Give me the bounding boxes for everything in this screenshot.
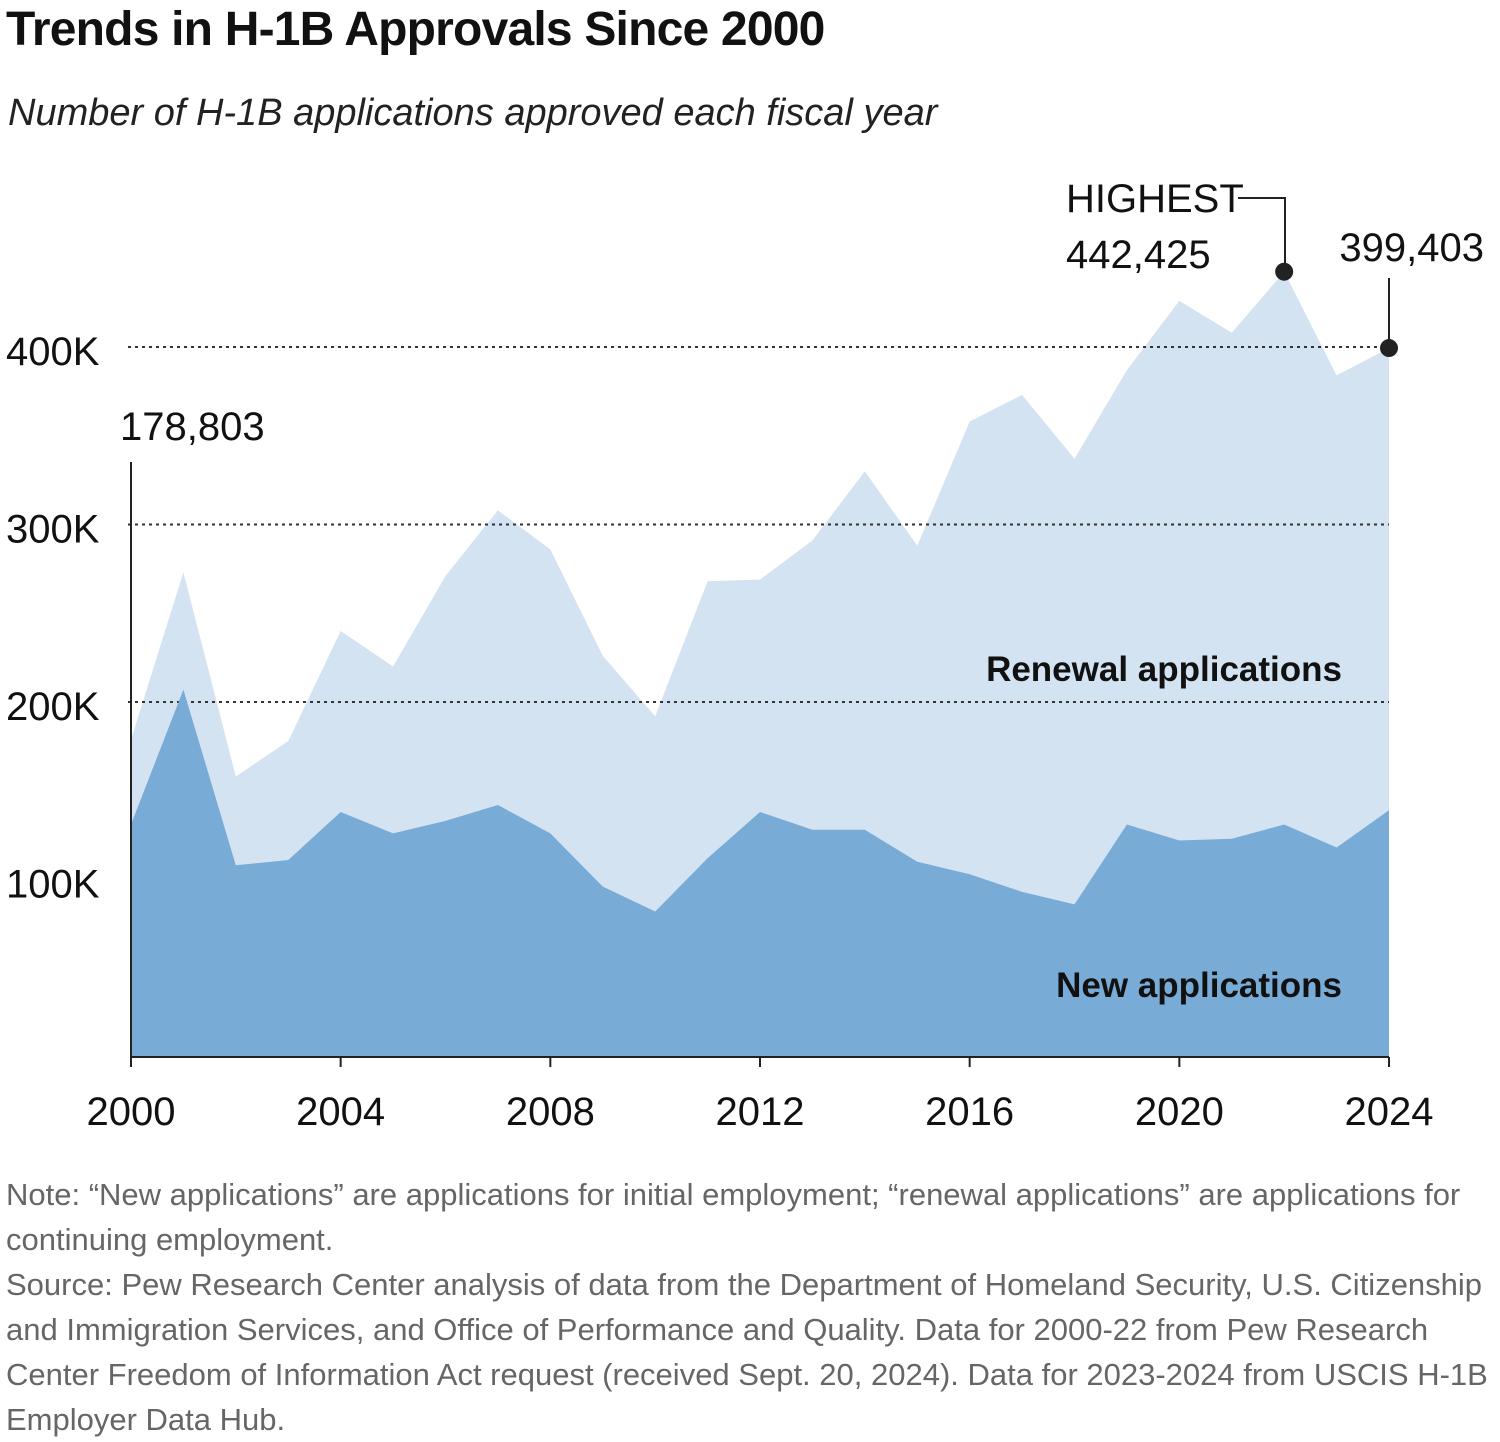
x-tick-label-2008: 2008: [506, 1090, 595, 1134]
source-text: Source: Pew Research Center analysis of …: [6, 1267, 1488, 1437]
highest-value-label: 442,425: [1066, 233, 1211, 277]
chart-subtitle: Number of H-1B applications approved eac…: [8, 92, 938, 134]
x-tick-label-2020: 2020: [1135, 1090, 1224, 1134]
x-tick-label-2024: 2024: [1345, 1090, 1434, 1134]
x-tick-label-2000: 2000: [87, 1090, 176, 1134]
start-value-label: 178,803: [120, 405, 265, 449]
x-tick-label-2004: 2004: [296, 1090, 385, 1134]
end-value-label: 399,403: [1339, 226, 1484, 270]
y-tick-label-100K: 100K: [6, 863, 100, 907]
chart-area: 2000 2004 2008 2012 2016 2020 2024 100K 200K 300K…: [6, 177, 1484, 1134]
note-text: Note: “New applications” are application…: [6, 1177, 1461, 1257]
label-renewal-applications: Renewal applications: [986, 650, 1342, 689]
new-applications-area: [131, 689, 1389, 1057]
highest-label: HIGHEST: [1066, 177, 1244, 221]
highest-point-marker: [1275, 262, 1294, 281]
label-new-applications: New applications: [1056, 966, 1342, 1005]
footnotes: Note: “New applications” are application…: [6, 1172, 1494, 1442]
x-tick-label-2016: 2016: [925, 1090, 1014, 1134]
end-point-marker: [1380, 339, 1398, 358]
highest-leader-line: [1238, 197, 1286, 272]
x-tick-label-2012: 2012: [716, 1090, 805, 1134]
chart-title: Trends in H-1B Approvals Since 2000: [6, 3, 825, 56]
y-tick-label-400K: 400K: [6, 330, 100, 374]
y-tick-label-200K: 200K: [6, 685, 100, 729]
y-tick-label-300K: 300K: [6, 508, 100, 552]
